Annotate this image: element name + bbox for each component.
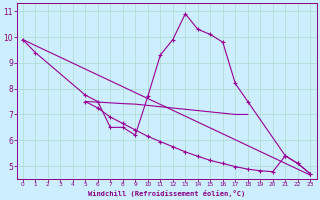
X-axis label: Windchill (Refroidissement éolien,°C): Windchill (Refroidissement éolien,°C) <box>88 190 245 197</box>
